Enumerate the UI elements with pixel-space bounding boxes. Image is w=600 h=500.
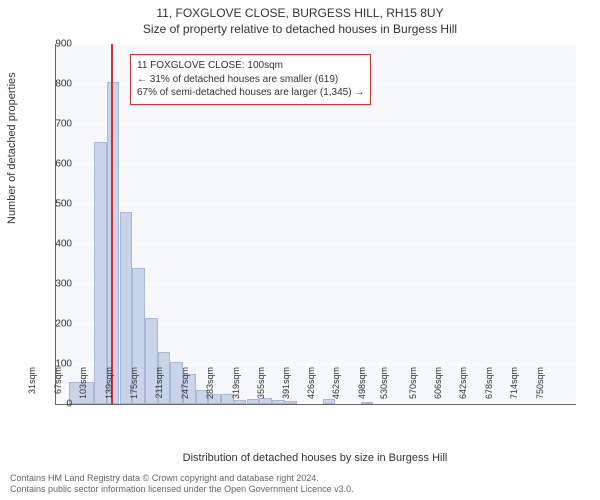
x-axis-label: Distribution of detached houses by size … (55, 452, 575, 464)
x-tick-label: 642sqm (458, 367, 468, 407)
x-tick-label: 530sqm (379, 367, 389, 407)
y-tick-label: 700 (32, 119, 72, 130)
chart-title-line1: 11, FOXGLOVE CLOSE, BURGESS HILL, RH15 8… (0, 6, 600, 20)
x-tick-label: 247sqm (180, 367, 190, 407)
chart-container: 11, FOXGLOVE CLOSE, BURGESS HILL, RH15 8… (0, 0, 600, 500)
y-tick-label: 400 (32, 239, 72, 250)
x-tick-label: 103sqm (78, 367, 88, 407)
x-tick-label: 498sqm (357, 367, 367, 407)
y-tick-label: 200 (32, 319, 72, 330)
x-tick-label: 426sqm (306, 367, 316, 407)
y-tick-label: 100 (32, 359, 72, 370)
histogram-bar (94, 142, 107, 404)
x-tick-label: 462sqm (331, 367, 341, 407)
y-tick-label: 800 (32, 79, 72, 90)
annotation-line3: 67% of semi-detached houses are larger (… (137, 86, 364, 100)
footer-line2: Contains public sector information licen… (10, 484, 354, 496)
histogram-bar (107, 82, 120, 404)
y-tick-label: 900 (32, 39, 72, 50)
footer-line1: Contains HM Land Registry data © Crown c… (10, 473, 354, 485)
x-tick-label: 283sqm (205, 367, 215, 407)
chart-title-line2: Size of property relative to detached ho… (0, 22, 600, 36)
x-tick-label: 31sqm (27, 367, 37, 407)
property-marker-line (111, 44, 113, 404)
y-tick-label: 500 (32, 199, 72, 210)
marker-annotation: 11 FOXGLOVE CLOSE: 100sqm ← 31% of detac… (130, 54, 371, 105)
y-tick-label: 300 (32, 279, 72, 290)
footer-attribution: Contains HM Land Registry data © Crown c… (10, 473, 354, 496)
gridline (56, 204, 576, 205)
annotation-line2: ← 31% of detached houses are smaller (61… (137, 73, 364, 87)
x-tick-label: 175sqm (129, 367, 139, 407)
gridline (56, 44, 576, 45)
x-tick-label: 211sqm (154, 367, 164, 407)
y-tick-label: 600 (32, 159, 72, 170)
x-tick-label: 606sqm (433, 367, 443, 407)
x-tick-label: 67sqm (53, 367, 63, 407)
x-tick-label: 714sqm (509, 367, 519, 407)
x-tick-label: 139sqm (104, 367, 114, 407)
x-tick-label: 355sqm (256, 367, 266, 407)
x-tick-label: 570sqm (408, 367, 418, 407)
x-tick-label: 750sqm (535, 367, 545, 407)
annotation-line1: 11 FOXGLOVE CLOSE: 100sqm (137, 59, 364, 73)
y-axis-label: Number of detached properties (6, 72, 18, 224)
x-tick-label: 678sqm (484, 367, 494, 407)
x-tick-label: 319sqm (231, 367, 241, 407)
gridline (56, 164, 576, 165)
gridline (56, 124, 576, 125)
gridline (56, 244, 576, 245)
x-tick-label: 391sqm (281, 367, 291, 407)
y-tick-label: 0 (32, 399, 72, 410)
